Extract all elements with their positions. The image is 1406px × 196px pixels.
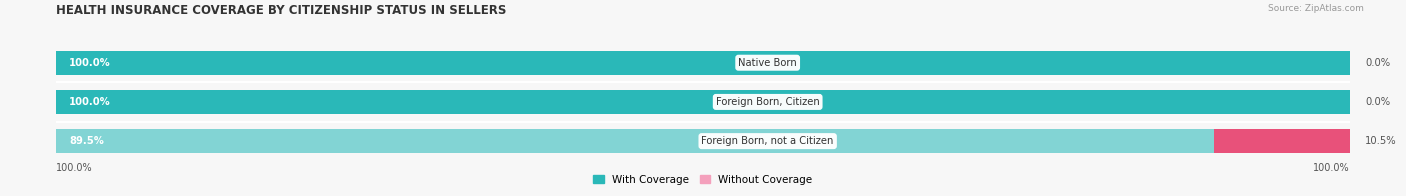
- Text: 89.5%: 89.5%: [69, 136, 104, 146]
- Text: 100.0%: 100.0%: [56, 163, 93, 173]
- Text: 100.0%: 100.0%: [69, 58, 111, 68]
- Bar: [56, 129, 1213, 153]
- Text: 0.0%: 0.0%: [1365, 97, 1391, 107]
- Text: Native Born: Native Born: [738, 58, 797, 68]
- Bar: [1213, 129, 1350, 153]
- Legend: With Coverage, Without Coverage: With Coverage, Without Coverage: [589, 171, 817, 189]
- Bar: [56, 90, 1350, 114]
- Text: 100.0%: 100.0%: [1313, 163, 1350, 173]
- Text: HEALTH INSURANCE COVERAGE BY CITIZENSHIP STATUS IN SELLERS: HEALTH INSURANCE COVERAGE BY CITIZENSHIP…: [56, 4, 506, 17]
- Text: 100.0%: 100.0%: [69, 97, 111, 107]
- Text: Source: ZipAtlas.com: Source: ZipAtlas.com: [1268, 4, 1364, 13]
- Text: Foreign Born, not a Citizen: Foreign Born, not a Citizen: [702, 136, 834, 146]
- Bar: [56, 51, 1350, 75]
- Bar: [56, 129, 1350, 153]
- Bar: [56, 90, 1350, 114]
- Text: 10.5%: 10.5%: [1365, 136, 1398, 146]
- Text: 0.0%: 0.0%: [1365, 58, 1391, 68]
- Text: Foreign Born, Citizen: Foreign Born, Citizen: [716, 97, 820, 107]
- Bar: [56, 51, 1350, 75]
